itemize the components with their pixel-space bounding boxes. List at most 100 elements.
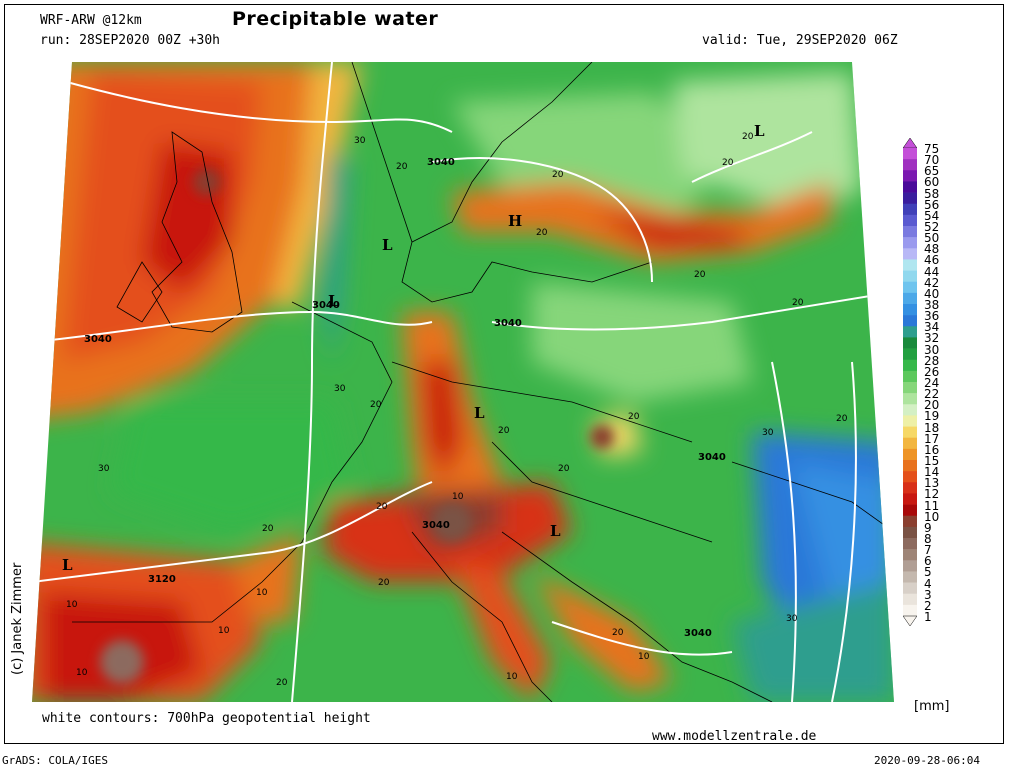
colorbar-swatch — [903, 304, 917, 316]
colorbar-tick-label: 26 — [924, 364, 940, 379]
contour-label: 10 — [256, 588, 268, 598]
colorbar-bottom-arrow — [902, 615, 918, 627]
timestamp: 2020-09-28-06:04 — [874, 754, 980, 767]
contour-label: 30 — [354, 136, 366, 146]
contour-label: 3040 — [427, 157, 455, 168]
colorbar-tick-label: 11 — [924, 498, 940, 513]
colorbar-tick-label: 38 — [924, 298, 940, 312]
colorbar-swatch — [903, 437, 917, 450]
colorbar-swatch — [903, 315, 917, 327]
colorbar-swatch — [903, 326, 917, 338]
colorbar-tick-label: 18 — [924, 420, 940, 435]
colorbar-tick-label: 16 — [924, 442, 940, 457]
colorbar-tick-label: 65 — [924, 164, 940, 179]
contour-label: 10 — [218, 626, 230, 636]
colorbar-swatch — [903, 370, 917, 383]
colorbar-tick-label: 44 — [924, 264, 940, 279]
colorbar-tick-label: 48 — [924, 242, 940, 257]
contour-label: 3040 — [684, 628, 712, 639]
colorbar-swatch — [903, 382, 917, 394]
colorbar-swatch — [903, 504, 917, 517]
colorbar-swatch — [903, 582, 917, 595]
colorbar-tick-label: 22 — [924, 387, 940, 402]
colorbar-swatch — [903, 515, 917, 528]
colorbar-tick-label: 3 — [924, 587, 932, 602]
colorbar-swatch — [903, 214, 917, 227]
colorbar-tick-label: 6 — [924, 554, 932, 569]
colorbar-swatch — [903, 192, 917, 205]
contour-label: 3040 — [698, 452, 726, 463]
contour-label: 20 — [612, 628, 624, 638]
contour-label: 10 — [638, 652, 650, 662]
colorbar-swatch — [903, 593, 917, 606]
contour-label: 3040 — [422, 520, 450, 531]
colorbar-tick-label: 34 — [924, 320, 940, 335]
contour-label: 20 — [836, 414, 848, 424]
colorbar-swatch — [903, 604, 917, 617]
geopotential-contours — [32, 62, 894, 702]
legend-unit: [mm] — [914, 699, 950, 714]
contour-label: 20 — [262, 524, 274, 534]
valid-label: valid: Tue, 29SEP2020 06Z — [702, 33, 898, 48]
model-label: WRF-ARW @12km — [40, 13, 142, 28]
colorbar-swatch — [903, 426, 917, 439]
colorbar-swatch — [903, 237, 917, 249]
colorbar — [902, 137, 918, 627]
colorbar-tick-label: 13 — [924, 476, 940, 491]
pressure-low-marker: L — [328, 292, 339, 310]
colorbar-tick-label: 4 — [924, 576, 932, 591]
colorbar-swatch — [903, 482, 917, 494]
coastlines — [72, 62, 894, 702]
contour-label: 20 — [536, 228, 548, 238]
colorbar-tick-label: 10 — [924, 509, 940, 524]
colorbar-swatch — [903, 259, 917, 271]
colorbar-swatch — [903, 337, 917, 349]
colorbar-tick-label: 60 — [924, 175, 940, 190]
run-label: run: 28SEP2020 00Z +30h — [40, 33, 221, 48]
contour-label: 30 — [334, 384, 346, 394]
colorbar-swatch — [903, 348, 917, 361]
colorbar-tick-label: 19 — [924, 409, 940, 424]
colorbar-tick-label: 15 — [924, 454, 940, 468]
colorbar-tick-label: 40 — [924, 286, 940, 301]
contour-label: 3040 — [312, 300, 340, 311]
colorbar-swatch — [903, 292, 917, 305]
contour-label: 10 — [76, 668, 88, 678]
colorbar-swatch — [903, 159, 917, 171]
colorbar-tick-label: 30 — [924, 342, 940, 357]
colorbar-tick-label: 5 — [924, 565, 932, 580]
colorbar-swatch — [903, 448, 917, 461]
contour-label: 20 — [722, 158, 734, 168]
colorbar-swatch — [903, 248, 917, 260]
colorbar-swatch — [903, 493, 917, 505]
precip-field — [32, 62, 894, 702]
contour-label: 30 — [762, 428, 774, 438]
colorbar-swatch — [903, 460, 917, 472]
colorbar-tick-label: 36 — [924, 309, 940, 324]
colorbar-swatch — [903, 359, 917, 372]
contour-label: 20 — [370, 400, 382, 410]
contour-label: 20 — [396, 162, 408, 172]
contour-label: 3120 — [148, 574, 176, 585]
colorbar-tick-label: 28 — [924, 353, 940, 368]
pressure-low-marker: L — [382, 236, 393, 254]
contours-note: white contours: 700hPa geopotential heig… — [42, 711, 371, 726]
colorbar-swatch — [903, 281, 917, 294]
contour-label: 20 — [378, 578, 390, 588]
colorbar-tick-label: 70 — [924, 153, 940, 168]
colorbar-tick-label: 54 — [924, 208, 940, 223]
website-link[interactable]: www.modellzentrale.de — [652, 729, 817, 744]
contour-label: 3040 — [84, 334, 112, 345]
colorbar-tick-label: 75 — [924, 142, 940, 156]
colorbar-tick-label: 1 — [924, 610, 932, 624]
contour-label: 3040 — [494, 318, 522, 329]
colorbar-tick-label: 52 — [924, 220, 940, 234]
colorbar-swatch — [903, 471, 917, 483]
contour-label: 20 — [376, 502, 388, 512]
pressure-low-marker: L — [754, 122, 765, 140]
colorbar-swatch — [903, 270, 917, 283]
page-title: Precipitable water — [232, 8, 439, 30]
colorbar-swatch — [903, 526, 917, 539]
colorbar-tick-label: 2 — [924, 598, 932, 613]
grads-credit: GrADS: COLA/IGES — [2, 754, 108, 767]
